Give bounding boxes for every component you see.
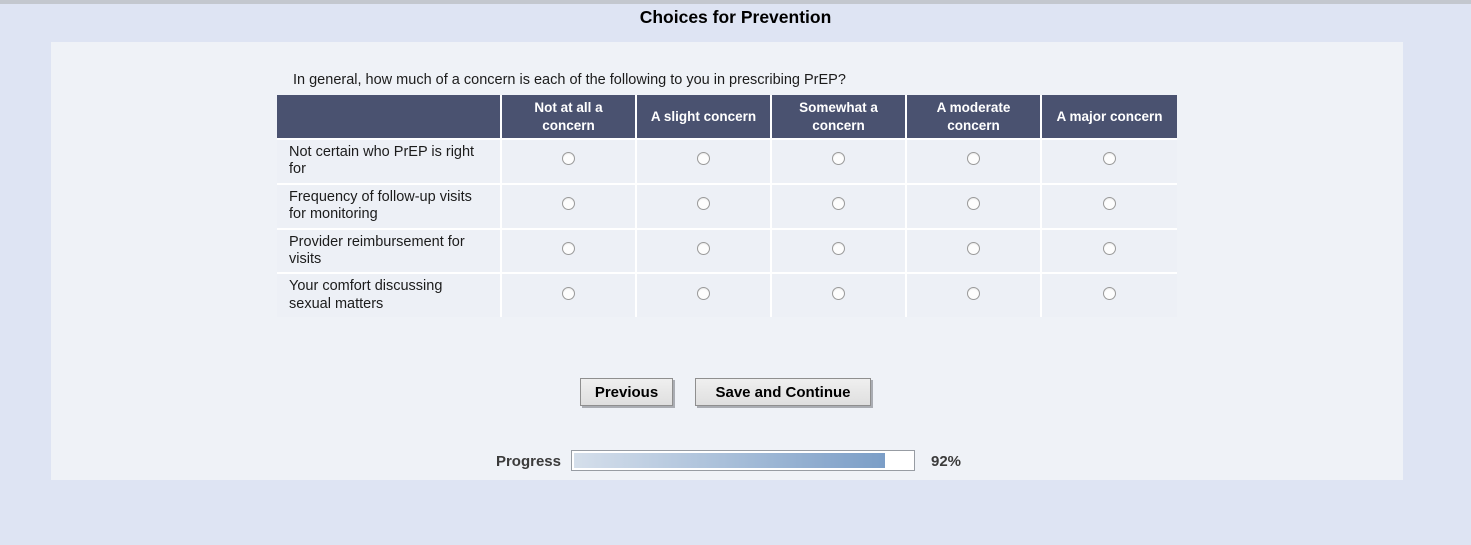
table-row: Not certain who PrEP is right for (277, 138, 1177, 183)
radio-r1-c2[interactable] (832, 197, 845, 211)
page-title: Choices for Prevention (639, 7, 832, 27)
matrix-header-row: Not at all a concern A slight concern So… (277, 95, 1177, 139)
radio-r0-c1[interactable] (697, 152, 710, 166)
save-and-continue-button[interactable]: Save and Continue (695, 378, 871, 406)
concern-matrix-table: Not at all a concern A slight concern So… (277, 95, 1177, 318)
radio-r3-c3[interactable] (967, 286, 980, 300)
radio-r2-c0[interactable] (562, 242, 575, 256)
radio-r3-c4[interactable] (1103, 286, 1116, 300)
survey-question: In general, how much of a concern is eac… (293, 72, 846, 88)
table-row: Provider reimbursement for visits (277, 227, 1177, 273)
radio-r3-c2[interactable] (832, 286, 845, 300)
column-header-slight: A slight concern (637, 95, 772, 139)
column-header-major: A major concern (1042, 95, 1177, 139)
radio-r2-c1[interactable] (697, 242, 710, 256)
radio-r0-c3[interactable] (967, 152, 980, 166)
progress-label: Progress (495, 453, 561, 470)
radio-r1-c1[interactable] (697, 197, 710, 211)
radio-r2-c4[interactable] (1103, 242, 1116, 256)
matrix-corner-cell (277, 95, 502, 139)
radio-r1-c3[interactable] (967, 197, 980, 211)
radio-r0-c4[interactable] (1103, 152, 1116, 166)
survey-panel: In general, how much of a concern is eac… (51, 42, 1403, 480)
radio-r0-c2[interactable] (832, 152, 845, 166)
progress-percent: 92% (931, 453, 962, 470)
column-header-somewhat: Somewhat a concern (772, 95, 907, 139)
radio-r1-c4[interactable] (1103, 197, 1116, 211)
row-label: Frequency of follow-up visits for monito… (277, 182, 502, 228)
row-label: Provider reimbursement for visits (277, 227, 502, 273)
progress-fill (574, 453, 885, 468)
column-header-not-at-all: Not at all a concern (502, 95, 637, 139)
radio-r1-c0[interactable] (562, 197, 575, 211)
row-label: Not certain who PrEP is right for (277, 138, 502, 183)
radio-r3-c0[interactable] (562, 286, 575, 300)
progress-bar (571, 450, 915, 471)
table-row: Frequency of follow-up visits for monito… (277, 182, 1177, 228)
radio-r2-c3[interactable] (967, 242, 980, 256)
radio-r2-c2[interactable] (832, 242, 845, 256)
radio-r0-c0[interactable] (562, 152, 575, 166)
row-label: Your comfort discussing sexual matters (277, 272, 502, 318)
column-header-moderate: A moderate concern (907, 95, 1042, 139)
previous-button[interactable]: Previous (580, 378, 673, 406)
top-edge-bar (0, 0, 1471, 4)
table-row: Your comfort discussing sexual matters (277, 272, 1177, 318)
radio-r3-c1[interactable] (697, 286, 710, 300)
